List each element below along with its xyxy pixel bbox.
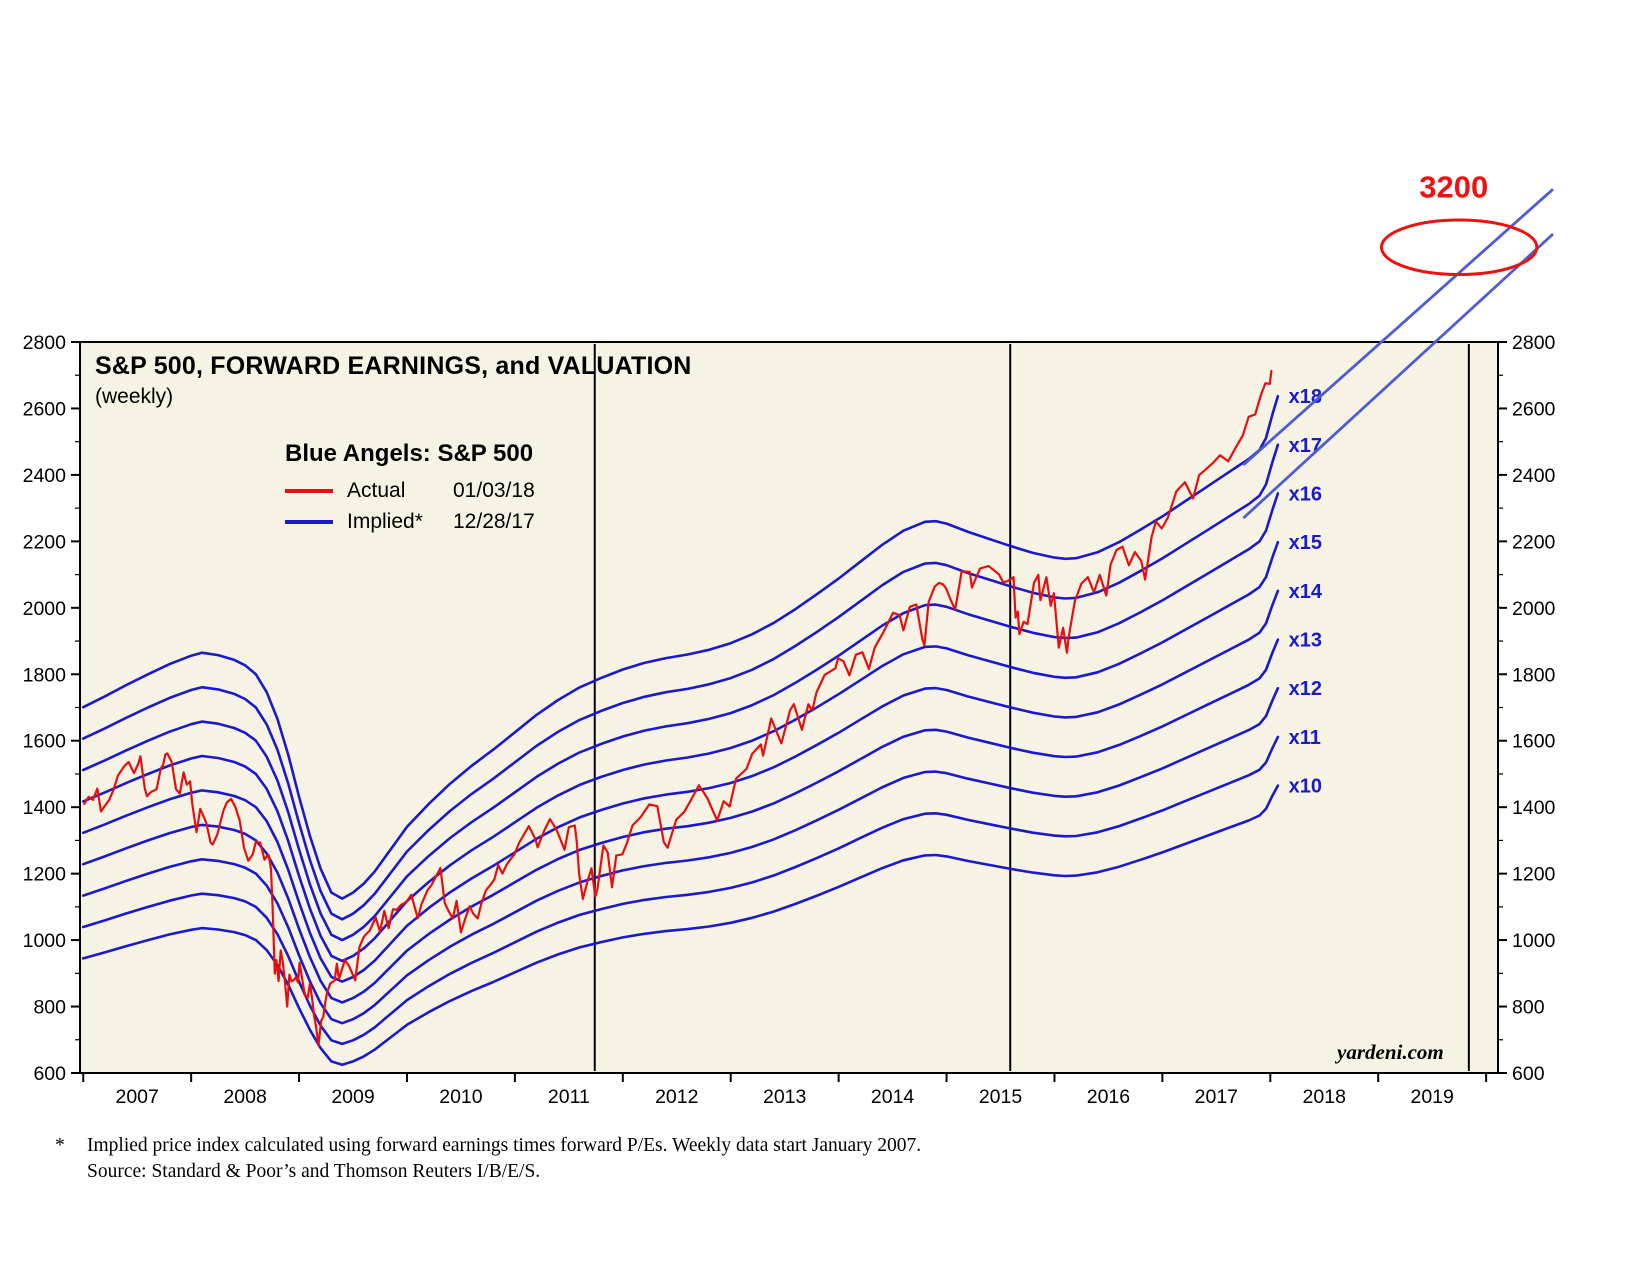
y-axis-label-left: 1000 <box>23 930 67 952</box>
multiple-label-x17: x17 <box>1289 435 1322 457</box>
multiple-label-x11: x11 <box>1289 727 1321 749</box>
chart-footnote: * Implied price index calculated using f… <box>55 1133 1255 1185</box>
forecast-ellipse <box>1379 218 1539 277</box>
y-axis-label-right: 800 <box>1512 997 1545 1019</box>
multiple-label-x16: x16 <box>1289 484 1322 506</box>
legend-item-actual: Actual 01/03/18 <box>285 475 535 506</box>
y-axis-label-left: 1400 <box>23 797 67 819</box>
multiple-label-x12: x12 <box>1289 678 1322 700</box>
projection-line-1 <box>1242 188 1554 466</box>
implied-line-x18 <box>81 394 1280 900</box>
year-label: 2015 <box>979 1086 1023 1108</box>
chart-title-block: S&P 500, FORWARD EARNINGS, and VALUATION… <box>95 352 692 409</box>
implied-line-x14 <box>81 589 1280 983</box>
year-label: 2010 <box>439 1086 483 1108</box>
chart-subtitle: (weekly) <box>95 385 174 408</box>
implied-line-x11 <box>81 735 1280 1046</box>
multiple-label-x13: x13 <box>1289 630 1322 652</box>
y-axis-label-right: 1600 <box>1512 731 1556 753</box>
actual-line-swatch <box>285 488 333 493</box>
year-label: 2019 <box>1410 1086 1453 1108</box>
projection-line-2 <box>1242 232 1554 520</box>
y-axis-label-left: 800 <box>33 997 66 1019</box>
forecast-target-label: 3200 <box>1419 169 1488 204</box>
chart-title: S&P 500, FORWARD EARNINGS, and VALUATION <box>95 352 692 380</box>
year-label: 2011 <box>548 1086 590 1108</box>
footnote-asterisk: * <box>55 1135 65 1156</box>
y-axis-label-left: 2600 <box>23 398 67 420</box>
implied-line-x10 <box>81 784 1280 1066</box>
chart-legend: Blue Angels: S&P 500 Actual 01/03/18 Imp… <box>285 440 535 537</box>
y-axis-label-left: 2400 <box>23 465 67 487</box>
y-axis-label-right: 2200 <box>1512 531 1556 553</box>
y-axis-label-left: 2800 <box>23 332 67 354</box>
y-axis-label-right: 2000 <box>1512 598 1556 620</box>
footnote-source: Source: Standard & Poor’s and Thomson Re… <box>87 1161 541 1183</box>
year-label: 2018 <box>1303 1086 1346 1108</box>
year-label: 2014 <box>871 1086 915 1108</box>
legend-date-implied: 12/28/17 <box>453 509 535 533</box>
implied-line-x16 <box>81 492 1280 942</box>
implied-line-x17 <box>81 443 1280 921</box>
year-label: 2009 <box>331 1086 374 1108</box>
multiple-label-x14: x14 <box>1289 581 1323 603</box>
y-axis-label-left: 1200 <box>23 864 67 886</box>
implied-line-x13 <box>81 638 1280 1004</box>
year-label: 2007 <box>115 1086 158 1108</box>
legend-date-actual: 01/03/18 <box>453 478 535 502</box>
y-axis-label-left: 2200 <box>23 531 67 553</box>
y-axis-label-right: 2400 <box>1512 465 1556 487</box>
y-axis-label-right: 600 <box>1512 1063 1545 1085</box>
year-label: 2017 <box>1195 1086 1238 1108</box>
year-label: 2013 <box>763 1086 806 1108</box>
footnote-text: Implied price index calculated using for… <box>87 1135 922 1156</box>
legend-heading: Blue Angels: S&P 500 <box>285 440 534 467</box>
legend-label-implied: Implied* <box>347 509 423 533</box>
multiple-label-x10: x10 <box>1289 776 1322 798</box>
y-axis-label-left: 2000 <box>23 598 67 620</box>
multiple-label-x15: x15 <box>1289 532 1322 554</box>
watermark-yardeni: yardeni.com <box>1337 1040 1444 1064</box>
y-axis-label-right: 1400 <box>1512 797 1556 819</box>
y-axis-label-right: 2800 <box>1512 332 1556 354</box>
y-axis-label-right: 1200 <box>1512 864 1556 886</box>
actual-price-line <box>83 369 1273 1047</box>
implied-line-swatch <box>285 519 333 524</box>
year-label: 2016 <box>1087 1086 1130 1108</box>
y-axis-label-right: 2600 <box>1512 398 1556 420</box>
year-label: 2012 <box>655 1086 698 1108</box>
y-axis-label-left: 1600 <box>23 731 67 753</box>
y-axis-label-right: 1000 <box>1512 930 1556 952</box>
multiple-label-x18: x18 <box>1289 386 1322 408</box>
footnote-line-1: * Implied price index calculated using f… <box>55 1133 1255 1159</box>
implied-line-x15 <box>81 540 1280 963</box>
y-axis-label-left: 600 <box>33 1063 66 1085</box>
y-axis-label-left: 1800 <box>23 664 67 686</box>
y-axis-label-right: 1800 <box>1512 664 1556 686</box>
legend-label-actual: Actual <box>347 478 406 502</box>
legend-item-implied: Implied* 12/28/17 <box>285 506 535 537</box>
year-label: 2008 <box>223 1086 266 1108</box>
